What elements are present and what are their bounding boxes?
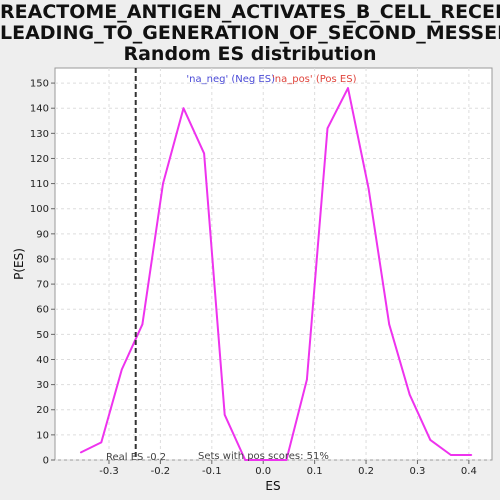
y-tick-label: 30 bbox=[36, 380, 49, 391]
data-point bbox=[326, 127, 329, 130]
legend-pos-label: 'na_pos' (Pos ES) bbox=[272, 74, 357, 85]
y-tick-label: 50 bbox=[36, 330, 49, 341]
x-tick-label: 0.1 bbox=[307, 466, 323, 477]
x-tick-label: 0.0 bbox=[255, 466, 271, 477]
y-tick-label: 150 bbox=[30, 79, 49, 90]
y-tick-label: 140 bbox=[30, 104, 49, 115]
y-tick-label: 80 bbox=[36, 254, 49, 265]
data-point bbox=[121, 368, 123, 371]
y-tick-label: 90 bbox=[36, 229, 49, 240]
x-tick-label: -0.2 bbox=[151, 466, 171, 477]
pos-scores-annotation: Sets with pos scores: 51% bbox=[198, 451, 329, 462]
x-tick-label: -0.1 bbox=[202, 466, 222, 477]
title-line-2: LEADING_TO_GENERATION_OF_SECOND_MESSENGE… bbox=[0, 22, 500, 44]
data-point bbox=[141, 323, 144, 326]
x-tick-label: -0.3 bbox=[99, 466, 119, 477]
data-point bbox=[408, 393, 411, 396]
y-tick-label: 120 bbox=[30, 154, 49, 165]
data-point bbox=[203, 152, 205, 155]
data-point bbox=[470, 454, 473, 456]
data-point bbox=[79, 451, 82, 454]
y-axis: 0 10 20 30 40 50 60 70 80 90 100 110 120 130 140 150 bbox=[30, 79, 55, 467]
title-line-1: REACTOME_ANTIGEN_ACTIVATES_B_CELL_RECEPT… bbox=[0, 1, 500, 23]
x-axis-label: ES bbox=[265, 479, 280, 493]
data-point bbox=[450, 454, 452, 456]
y-tick-label: 70 bbox=[36, 280, 49, 291]
data-point bbox=[244, 459, 247, 461]
title-line-3: Random ES distribution bbox=[123, 43, 377, 65]
y-tick-label: 40 bbox=[36, 355, 49, 366]
x-axis: -0.3 -0.2 -0.1 0.0 0.1 0.2 0.3 0.4 bbox=[99, 460, 477, 477]
data-point bbox=[347, 87, 349, 89]
data-point bbox=[429, 439, 432, 441]
data-point bbox=[306, 378, 308, 381]
y-tick-label: 130 bbox=[30, 129, 49, 140]
data-point bbox=[162, 182, 164, 185]
plot-area bbox=[54, 67, 493, 461]
data-point bbox=[100, 441, 103, 444]
legend-neg-label: 'na_neg' (Neg ES) bbox=[186, 74, 275, 85]
series-line bbox=[80, 87, 472, 461]
series-layer bbox=[79, 87, 473, 461]
y-tick-label: 10 bbox=[36, 430, 49, 441]
x-tick-label: 0.3 bbox=[409, 466, 425, 477]
y-tick-label: 100 bbox=[30, 204, 49, 215]
chart-title: REACTOME_ANTIGEN_ACTIVATES_B_CELL_RECEPT… bbox=[0, 2, 500, 65]
real-es-annotation: Real ES -0.2 bbox=[106, 452, 166, 463]
x-tick-label: 0.2 bbox=[358, 466, 374, 477]
data-point bbox=[223, 413, 226, 416]
y-tick-label: 0 bbox=[43, 456, 49, 467]
x-tick-label: 0.4 bbox=[461, 466, 477, 477]
y-tick-label: 110 bbox=[30, 179, 49, 190]
y-tick-label: 20 bbox=[36, 405, 49, 416]
grid bbox=[55, 68, 492, 461]
data-point bbox=[388, 323, 390, 326]
data-point bbox=[182, 107, 185, 110]
data-point bbox=[367, 187, 370, 190]
y-axis-label: P(ES) bbox=[12, 248, 26, 280]
data-point bbox=[285, 459, 288, 461]
y-tick-label: 60 bbox=[36, 305, 49, 316]
data-point bbox=[264, 459, 267, 461]
